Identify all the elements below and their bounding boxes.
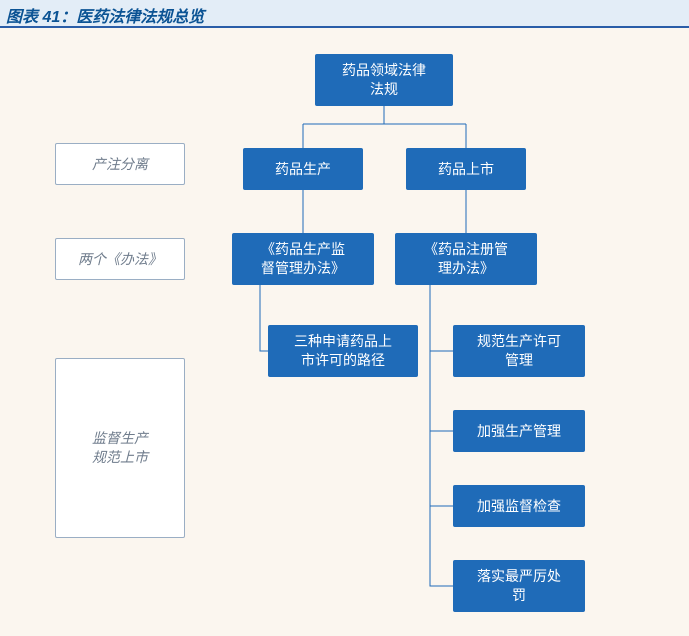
flowchart-canvas: 产注分离两个《办法》监督生产 规范上市 药品领域法律 法规药品生产 药品上市《药品生… xyxy=(0,28,689,636)
chart-title-text: 图表 41：医药法律法规总览 xyxy=(6,9,204,26)
connector xyxy=(430,351,453,431)
connector xyxy=(430,506,453,586)
flow-node-n_root: 药品领域法律 法规 xyxy=(315,54,453,106)
flow-node-n_r4: 落实最严厉处 罚 xyxy=(453,560,585,612)
connector xyxy=(430,285,453,351)
flow-node-n_r2: 加强生产管理 xyxy=(453,410,585,452)
row-label-lab2: 两个《办法》 xyxy=(55,238,185,280)
row-label-lab1: 产注分离 xyxy=(55,143,185,185)
connector xyxy=(430,431,453,506)
row-label-lab3: 监督生产 规范上市 xyxy=(55,358,185,538)
flow-node-n_path: 三种申请药品上 市许可的路径 xyxy=(268,325,418,377)
flow-node-n_prod: 药品生产 xyxy=(243,148,363,190)
flow-node-n_r3: 加强监督检查 xyxy=(453,485,585,527)
chart-title: 图表 41：医药法律法规总览 xyxy=(0,0,689,28)
flow-node-n_r1: 规范生产许可 管理 xyxy=(453,325,585,377)
flow-node-n_reg1: 《药品生产监 督管理办法》 xyxy=(232,233,374,285)
connector xyxy=(260,285,268,351)
flow-node-n_mkt: 药品上市 xyxy=(406,148,526,190)
flow-node-n_reg2: 《药品注册管 理办法》 xyxy=(395,233,537,285)
